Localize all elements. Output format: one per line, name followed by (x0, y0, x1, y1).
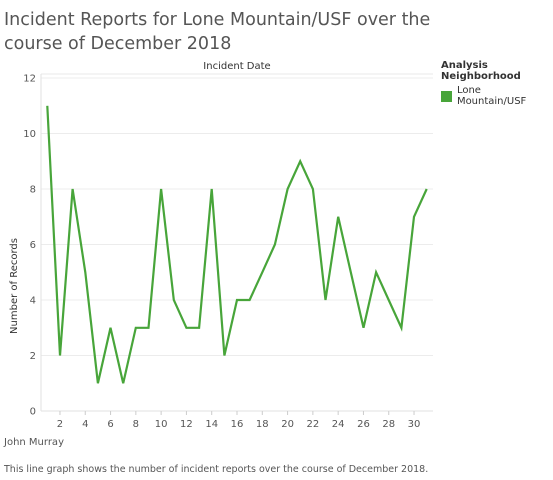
y-tick-label: 4 (30, 296, 36, 307)
legend-title: Analysis Neighborhood (441, 60, 521, 82)
y-axis: 0 2 4 6 8 10 12 (23, 74, 42, 418)
author-name: John Murray (4, 437, 64, 448)
series-line-lone-mountain-usf (46, 105, 428, 384)
x-tick-label: 22 (307, 419, 320, 430)
x-tick-label: 2 (57, 419, 63, 430)
x-tick-label: 28 (382, 419, 395, 430)
x-tick-label: 18 (256, 419, 269, 430)
x-tick-label: 24 (332, 419, 345, 430)
y-tick-label: 12 (23, 74, 36, 85)
legend-label: Lone Mountain/USF (456, 85, 527, 107)
chart-caption: This line graph shows the number of inci… (4, 464, 429, 475)
legend-swatch (441, 90, 452, 102)
x-axis: 2 4 6 8 10 12 14 16 18 20 22 24 26 28 30 (41, 73, 433, 430)
grid (41, 77, 433, 412)
legend-item[interactable]: Lone Mountain/USF (441, 85, 553, 107)
x-tick-label: 4 (82, 419, 88, 430)
y-tick-label: 10 (23, 129, 36, 140)
series-lines (46, 105, 428, 384)
y-tick-label: 8 (30, 185, 36, 196)
legend: Analysis Neighborhood Lone Mountain/USF (441, 60, 553, 107)
chart-title: Incident Reports for Lone Mountain/USF o… (4, 10, 431, 54)
y-tick-label: 0 (30, 407, 36, 418)
y-tick-label: 2 (30, 351, 36, 362)
x-tick-label: 14 (205, 419, 218, 430)
x-tick-label: 16 (231, 419, 244, 430)
x-tick-label: 6 (107, 419, 113, 430)
y-axis-title: Number of Records (9, 238, 20, 334)
x-tick-label: 8 (133, 419, 139, 430)
x-axis-title: Incident Date (203, 61, 270, 72)
x-tick-label: 12 (180, 419, 193, 430)
y-tick-label: 6 (30, 240, 36, 251)
x-tick-label: 26 (357, 419, 370, 430)
x-tick-label: 30 (408, 419, 421, 430)
x-tick-label: 10 (155, 419, 168, 430)
x-tick-label: 20 (281, 419, 294, 430)
